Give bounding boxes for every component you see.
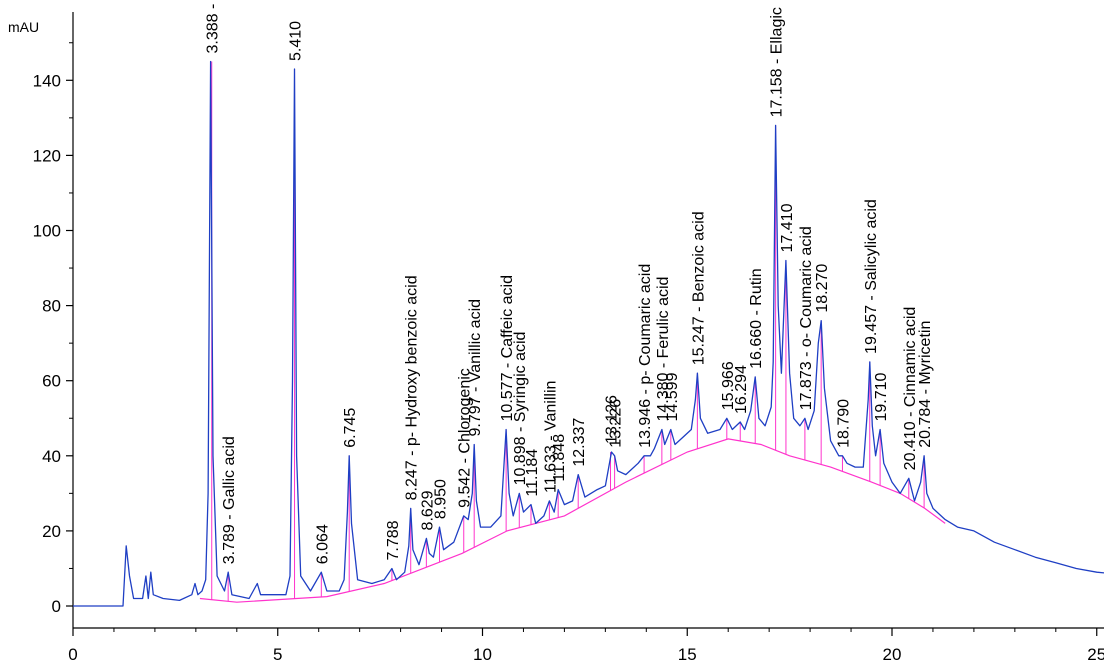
baseline-line [199,438,946,603]
x-tick-label: 20 [883,645,902,664]
peak-label: 17.410 [779,203,796,252]
peak-label: 15.247 - Benzoic acid [690,211,707,365]
x-tick-label: 0 [68,645,77,664]
peak-label: 17.158 - Ellagic [769,7,786,117]
peak-label: 20.784 - Myricetin [917,321,934,448]
peak-label: 15.966 [720,361,737,410]
peak-label: 13.126 [604,395,621,444]
x-tick-label: 15 [678,645,697,664]
y-axis-ticks: 0 20 40 60 80 100 120 140 [33,42,73,616]
chart-axes [72,12,1104,629]
peak-label: 13.946 - p- Coumaric acid [637,264,654,448]
y-tick-label: 80 [42,297,61,316]
peak-label: 12.337 [571,418,588,467]
peak-labels: 3.388 - Quinol 3.789 - Gallic acid 5.410 6.… [205,0,934,564]
x-tick-label: 25 [1087,645,1104,664]
peak-label: 8.629 [419,490,436,530]
peak-label: 9.797 - Vanillic acid [467,299,484,437]
peak-label: 20.410 - Cinnamic acid [902,307,919,471]
peak-label: 18.790 [836,399,853,448]
peak-label: 7.788 [385,520,402,560]
peak-label: 13.226 [608,399,625,448]
peak-label: 10.898 - Syringic acid [512,332,529,486]
peak-label: 18.270 [814,264,831,313]
peak-label: 6.745 [342,408,359,448]
peak-label: 11.184 [524,449,541,497]
peak-label: 3.388 - Quinol [205,0,222,53]
peak-label: 19.710 [873,372,890,421]
x-tick-label: 5 [273,645,282,664]
x-tick-label: 10 [473,645,492,664]
peak-label: 8.247 - p- Hydroxy benzoic acid [404,275,421,500]
baseline-series [199,61,946,603]
peak-label: 11.848 [551,434,568,482]
peak-label: 11.633 - Vanillin [542,381,559,493]
signal-trace-line [73,60,1104,607]
y-tick-label: 0 [52,597,61,616]
peak-label: 14.380 - Ferulic acid [655,277,672,422]
y-tick-label: 100 [33,222,61,241]
peak-label: 16.294 [733,365,750,414]
peak-label: 17.873 - o- Coumaric acid [798,226,815,410]
peak-label: 16.660 - Rutin [748,268,765,369]
peak-label: 14.599 [664,372,681,421]
peak-label: 3.789 - Gallic acid [221,436,238,564]
y-tick-label: 40 [42,447,61,466]
y-tick-label: 120 [33,146,61,165]
peak-label: 8.950 [433,479,450,519]
peak-label: 9.542 - Chlorogenic [457,368,474,508]
peak-label: 19.457 - Salicylic acid [863,199,880,354]
y-tick-label: 20 [42,522,61,541]
peak-label: 6.064 [314,524,331,564]
x-axis-ticks: 0 5 10 15 20 25 [68,628,1104,664]
peak-label: 5.410 [288,21,305,61]
y-tick-label: 60 [42,372,61,391]
peak-label: 10.577 - Caffeic acid [499,275,516,421]
y-tick-label: 140 [33,71,61,90]
y-axis-unit-label: mAU [8,19,39,35]
